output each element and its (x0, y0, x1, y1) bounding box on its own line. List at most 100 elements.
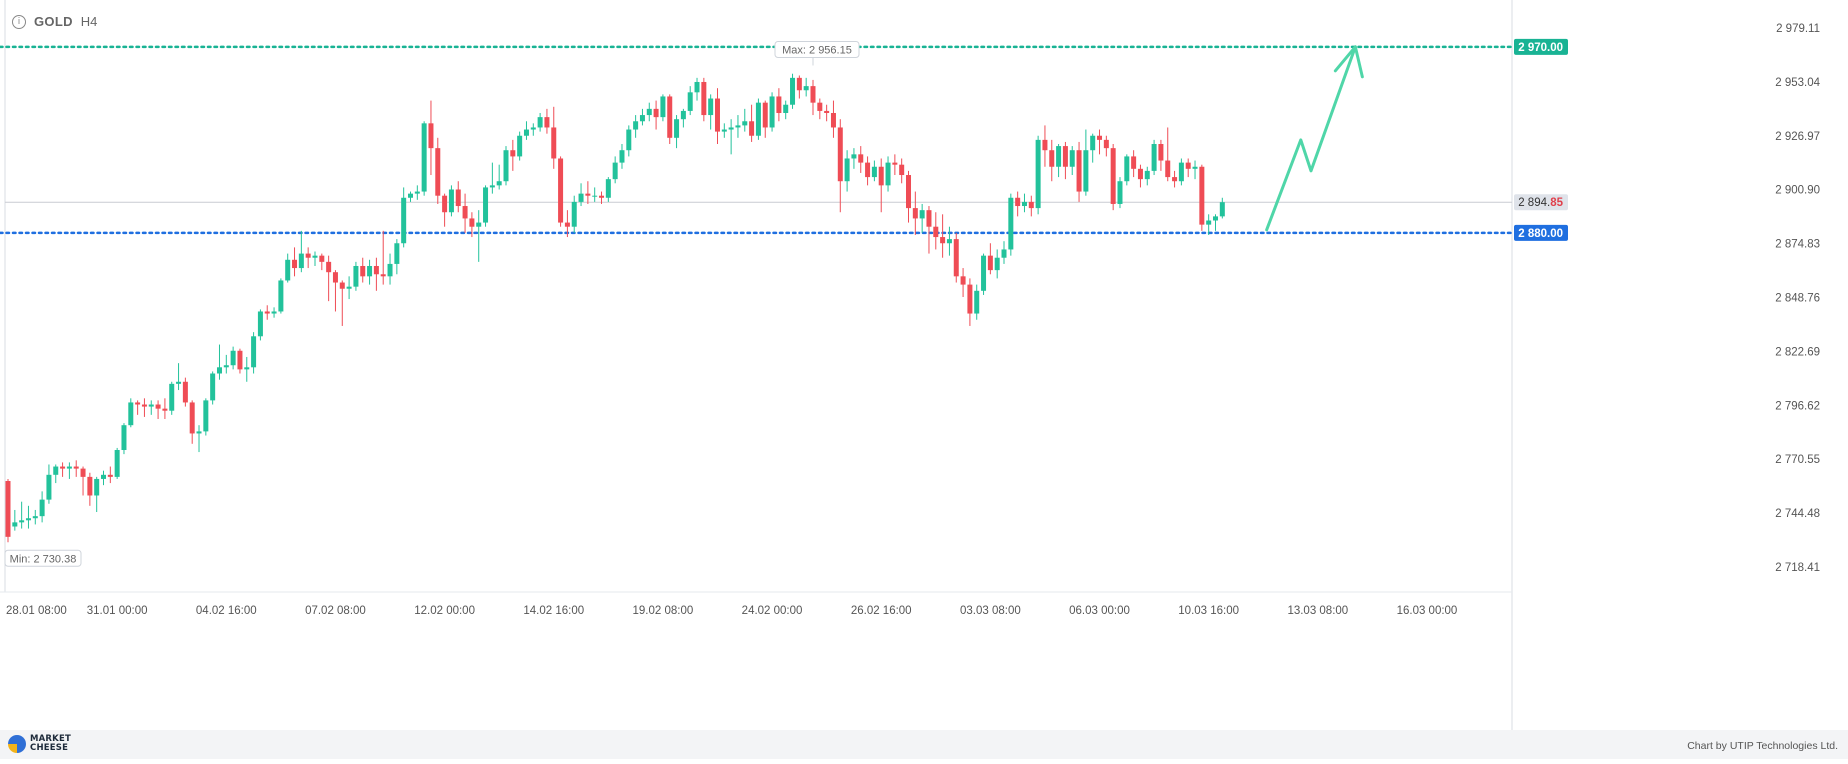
candle-down (189, 400, 195, 444)
candle-up (1056, 144, 1062, 178)
candle-down (360, 257, 366, 283)
candle-body (790, 77, 796, 105)
candle-down (182, 377, 188, 407)
candle-body (135, 402, 141, 405)
candle-body (148, 404, 154, 407)
candle-down (1199, 164, 1205, 231)
candle-up (257, 309, 263, 341)
candle-up (53, 464, 59, 484)
candle-body (305, 253, 311, 258)
candle-down (319, 253, 325, 271)
candle-body (223, 365, 229, 368)
candle-body (101, 474, 107, 479)
candle-up (94, 476, 100, 513)
candle-body (510, 150, 516, 157)
candle-up (605, 177, 611, 202)
candle-body (278, 280, 284, 312)
candle-down (1103, 135, 1109, 157)
candle-body (25, 518, 31, 521)
candle-up (230, 346, 236, 370)
candle-up (571, 195, 577, 233)
candle-body (742, 121, 748, 126)
candle-body (851, 154, 857, 159)
candle-body (114, 449, 120, 477)
x-tick-label: 06.03 00:00 (1069, 605, 1130, 617)
candle-down (87, 472, 93, 506)
candle-body (762, 102, 768, 128)
candle-down (953, 232, 959, 283)
candle-up (121, 423, 127, 455)
candle-up (742, 108, 748, 132)
candle-body (483, 187, 489, 223)
candle-down (332, 270, 338, 312)
x-tick-label: 14.02 16:00 (523, 605, 584, 617)
candle-body (367, 265, 373, 277)
support-level-label: 2 880.00 (1518, 228, 1563, 240)
candle-body (182, 381, 188, 403)
candle-body (885, 162, 891, 186)
candle-up (530, 123, 536, 136)
candle-body (987, 255, 993, 271)
candle-body (571, 201, 577, 227)
candle-body (73, 466, 79, 469)
candle-body (612, 162, 618, 180)
candle-body (1001, 249, 1007, 258)
candle-body (926, 210, 932, 227)
candle-body (189, 402, 195, 434)
candle-up (46, 464, 52, 504)
candle-up (407, 191, 413, 202)
candle-down (858, 146, 864, 173)
candle-body (1178, 162, 1184, 182)
info-icon[interactable]: i (12, 14, 26, 29)
candle-down (564, 210, 570, 238)
candle-down (987, 243, 993, 275)
candle-up (1219, 197, 1225, 219)
candle-body (5, 481, 11, 537)
candle-body (865, 162, 871, 178)
candle-up (660, 94, 666, 122)
candle-up (298, 230, 304, 273)
candle-down (796, 75, 802, 99)
candle-up (639, 108, 645, 126)
candle-body (530, 127, 536, 130)
candle-down (326, 255, 332, 302)
candle-down (305, 247, 311, 269)
candle-body (32, 516, 38, 519)
candle-body (271, 311, 277, 314)
x-tick-label: 19.02 08:00 (633, 605, 694, 617)
candle-down (462, 193, 468, 233)
candle-body (107, 474, 113, 477)
candle-up (871, 160, 877, 182)
candle-up (39, 491, 45, 523)
candle-up (176, 363, 182, 391)
candle-body (1049, 150, 1055, 167)
candle-body (899, 164, 905, 176)
candle-up (1090, 133, 1096, 163)
candle-body (646, 108, 652, 116)
candle-up (721, 123, 727, 138)
candle-up (244, 356, 250, 382)
candle-up (278, 278, 284, 314)
candle-down (469, 212, 475, 238)
candle-down (667, 94, 673, 145)
candle-body (755, 102, 761, 136)
brand-logo-area: MARKET CHEESE (8, 735, 71, 753)
candle-down (442, 193, 448, 227)
candle-up (483, 185, 489, 227)
candle-up (448, 185, 454, 217)
candle-body (312, 255, 318, 258)
brand-line-1: MARKET (30, 734, 71, 744)
current-price-label: 2 894.85 (1518, 197, 1563, 209)
levels-layer (0, 45, 1514, 235)
candle-body (708, 98, 714, 116)
candle-body (285, 259, 291, 281)
timeframe-label[interactable]: H4 (80, 14, 98, 29)
candle-body (1185, 162, 1191, 169)
candle-down (1049, 139, 1055, 182)
candle-body (1212, 216, 1218, 221)
candle-body (1015, 197, 1021, 207)
candle-down (653, 100, 659, 130)
candle-body (769, 96, 775, 128)
candle-body (721, 129, 727, 132)
